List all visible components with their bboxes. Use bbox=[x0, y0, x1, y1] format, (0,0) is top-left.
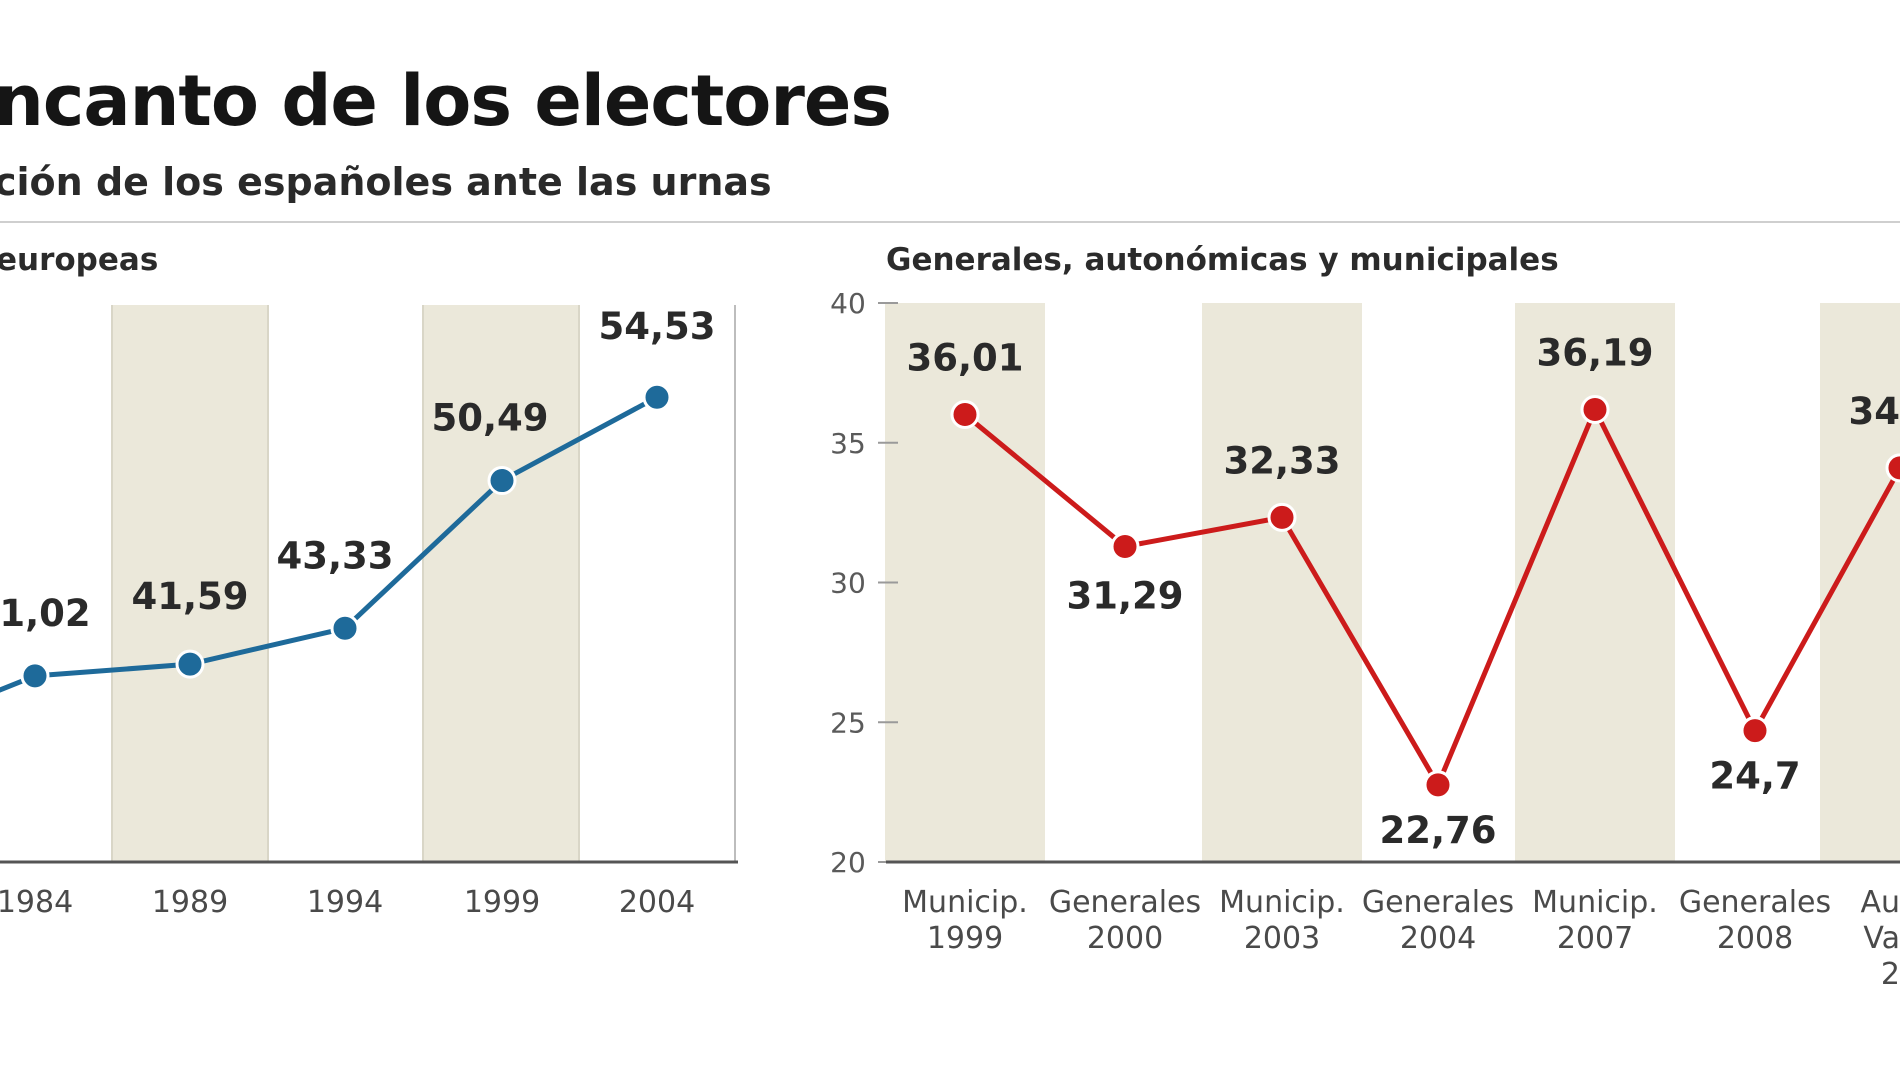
generales-value-label-6: 34 bbox=[1849, 390, 1900, 433]
shaded-band-1999 bbox=[424, 305, 580, 862]
generales-x-tick-3: 2004 bbox=[1400, 921, 1476, 956]
europeas-value-label-1994: 43,33 bbox=[276, 534, 393, 577]
generales-x-tick-1: Generales bbox=[1049, 885, 1201, 920]
generales-point-0 bbox=[950, 400, 980, 430]
generales-point-2 bbox=[1267, 502, 1297, 532]
generales-x-tick-4: 2007 bbox=[1557, 921, 1633, 956]
shaded-band-4 bbox=[1515, 303, 1675, 862]
generales-x-tick-5: 2008 bbox=[1717, 921, 1793, 956]
generales-x-tick-6: Au bbox=[1860, 885, 1900, 920]
generales-value-label-1: 31,29 bbox=[1066, 574, 1183, 617]
generales-value-label-4: 36,19 bbox=[1536, 331, 1653, 374]
europeas-point-1984 bbox=[20, 661, 50, 691]
europeas-value-label-2004: 54,53 bbox=[598, 305, 715, 348]
chart-subtitle: ción de los españoles ante las urnas bbox=[0, 160, 772, 204]
europeas-x-tick-2004: 2004 bbox=[619, 885, 695, 920]
y-tick-label-20: 20 bbox=[830, 846, 866, 879]
europeas-x-tick-1994: 1994 bbox=[307, 885, 383, 920]
generales-point-4 bbox=[1580, 394, 1610, 424]
generales-x-tick-0: 1999 bbox=[927, 921, 1003, 956]
europeas-point-1989 bbox=[175, 649, 205, 679]
generales-value-label-2: 32,33 bbox=[1223, 439, 1340, 482]
europeas-value-label-1984: 1,02 bbox=[0, 592, 91, 635]
generales-point-1 bbox=[1110, 531, 1140, 561]
europeas-panel-title: europeas bbox=[0, 242, 159, 278]
europeas-point-1994 bbox=[330, 613, 360, 643]
europeas-point-1999 bbox=[487, 466, 517, 496]
generales-x-tick-5: Generales bbox=[1679, 885, 1831, 920]
europeas-value-label-1989: 41,59 bbox=[131, 575, 248, 618]
generales-x-tick-2: Municip. bbox=[1219, 885, 1345, 920]
generales-value-label-0: 36,01 bbox=[906, 337, 1023, 380]
europeas-value-label-1999: 50,49 bbox=[431, 397, 548, 440]
chart-title: ncanto de los electores bbox=[0, 60, 892, 142]
generales-x-tick-2: 2003 bbox=[1244, 921, 1320, 956]
generales-x-tick-6: 2 bbox=[1881, 957, 1900, 992]
generales-point-5 bbox=[1740, 716, 1770, 746]
generales-x-tick-1: 2000 bbox=[1087, 921, 1163, 956]
generales-point-6 bbox=[1885, 453, 1900, 483]
generales-x-tick-3: Generales bbox=[1362, 885, 1514, 920]
y-tick-label-30: 30 bbox=[830, 567, 866, 600]
generales-panel-title: Generales, autonómicas y municipales bbox=[886, 242, 1559, 278]
generales-x-tick-4: Municip. bbox=[1532, 885, 1658, 920]
y-tick-label-25: 25 bbox=[830, 706, 866, 739]
generales-x-tick-0: Municip. bbox=[902, 885, 1028, 920]
europeas-x-tick-1999: 1999 bbox=[464, 885, 540, 920]
shaded-band-2 bbox=[1202, 303, 1362, 862]
shaded-band-0 bbox=[885, 303, 1045, 862]
europeas-x-tick-1984: 1984 bbox=[0, 885, 73, 920]
title-divider bbox=[0, 221, 1900, 223]
shaded-band-6 bbox=[1820, 303, 1900, 862]
generales-value-label-3: 22,76 bbox=[1379, 809, 1496, 852]
europeas-point-2004 bbox=[642, 382, 672, 412]
shaded-band-1989 bbox=[112, 305, 268, 862]
generales-x-tick-6: Va bbox=[1863, 921, 1900, 956]
europeas-x-tick-1989: 1989 bbox=[152, 885, 228, 920]
generales-value-label-5: 24,7 bbox=[1709, 755, 1800, 798]
generales-point-3 bbox=[1423, 770, 1453, 800]
y-tick-label-40: 40 bbox=[830, 287, 866, 320]
y-tick-label-35: 35 bbox=[830, 427, 866, 460]
